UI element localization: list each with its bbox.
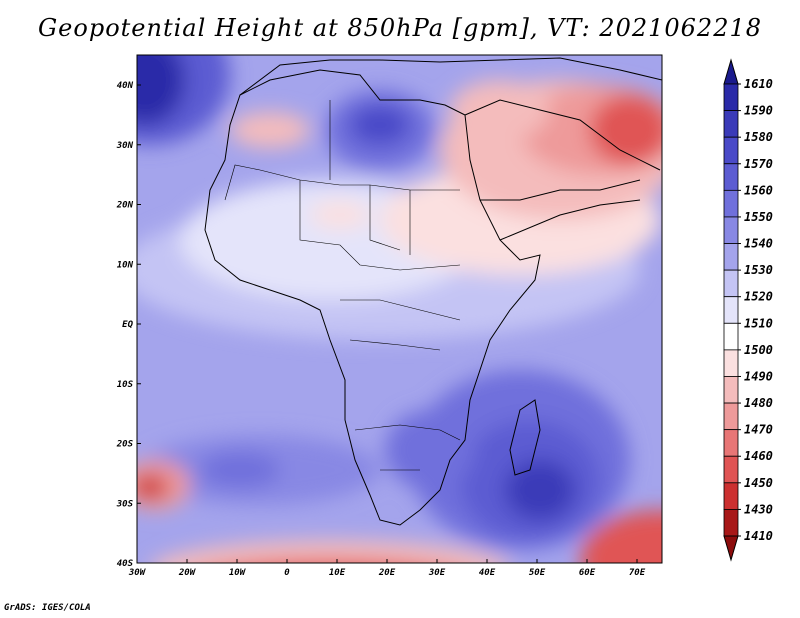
colorbar-label: 1500 [744, 343, 773, 357]
colorbar-swatch [723, 243, 739, 271]
colorbar-label: 1430 [744, 502, 773, 516]
lon-tick-label: 10E [329, 568, 346, 578]
latitude-axis: 40N 30N 20N 10N EQ 10S 20S 30S 40S [116, 81, 141, 569]
lat-tick-label: 30S [116, 499, 134, 509]
lat-tick-label: 30N [116, 141, 134, 151]
colorbar-label: 1560 [744, 183, 773, 197]
lon-tick-label: 50E [529, 568, 546, 578]
lon-tick-label: 30E [428, 568, 446, 578]
colorbar-swatch [723, 455, 739, 484]
colorbar-swatch [723, 482, 739, 510]
colorbar-swatch [723, 136, 739, 165]
colorbar-swatch [723, 163, 739, 191]
colorbar-label: 1550 [744, 210, 773, 224]
colorbar-label: 1410 [744, 529, 773, 543]
lat-tick-label: 40S [117, 559, 134, 569]
lat-tick-label: EQ [122, 320, 133, 330]
colorbar-swatch [723, 110, 739, 138]
colorbar-label: 1570 [744, 157, 773, 171]
lat-tick-label: 40N [117, 81, 134, 91]
lon-tick-label: 60E [579, 568, 596, 578]
colorbar-label: 1590 [744, 104, 773, 118]
colorbar-label: 1460 [744, 449, 773, 463]
lon-tick-label: 20W [178, 568, 197, 578]
lon-tick-label: 30W [128, 568, 147, 578]
colorbar-swatch [723, 349, 739, 377]
colorbar-swatch [723, 269, 739, 298]
colorbar-label: 1450 [744, 476, 773, 490]
lon-tick-label: 40E [479, 568, 496, 578]
country-borders [224, 100, 461, 471]
colorbar-top-triangle [723, 58, 739, 85]
lon-tick-label: 10W [229, 568, 247, 578]
colorbar-label: 1580 [744, 130, 773, 144]
colorbar-label: 1540 [744, 237, 773, 251]
colorbar-swatch [723, 322, 739, 351]
colorbar-swatch [723, 296, 739, 324]
lat-tick-label: 20S [116, 440, 134, 450]
colorbar-swatch [723, 402, 739, 431]
colorbar-label: 1490 [744, 369, 773, 383]
colorbar: 1610 1590 1580 1570 1560 1550 1540 1530 1520 1510… [723, 58, 773, 562]
height-field [137, 55, 662, 563]
map-frame [136, 54, 663, 564]
lon-tick-label: 20E [378, 568, 396, 578]
colorbar-label: 1470 [744, 423, 773, 437]
lon-tick-label: 70E [629, 568, 646, 578]
colorbar-swatch [723, 216, 739, 244]
colorbar-label: 1530 [744, 263, 773, 277]
colorbar-swatch [723, 83, 739, 111]
longitude-axis: 30W 20W 10W 0 10E 20E 30E 40E 50E 60E 70E [128, 559, 646, 578]
lat-tick-label: 10N [117, 260, 134, 270]
colorbar-bottom-triangle [723, 535, 739, 562]
lat-tick-label: 10S [117, 380, 134, 390]
lon-tick-label: 0 [284, 568, 290, 578]
colorbar-label: 1610 [744, 77, 773, 91]
grads-credit: GrADS: IGES/COLA [4, 603, 91, 613]
colorbar-swatch [723, 509, 739, 537]
colorbar-swatch [723, 189, 739, 218]
colorbar-label: 1520 [744, 290, 773, 304]
colorbar-label: 1480 [744, 396, 773, 410]
colorbar-swatch [723, 429, 739, 457]
coastline-outline [204, 57, 662, 526]
colorbar-swatch [723, 376, 739, 404]
lat-tick-label: 20N [116, 201, 134, 211]
map-title: Geopotential Height at 850hPa [gpm], VT:… [38, 14, 762, 42]
colorbar-label: 1510 [744, 316, 773, 330]
